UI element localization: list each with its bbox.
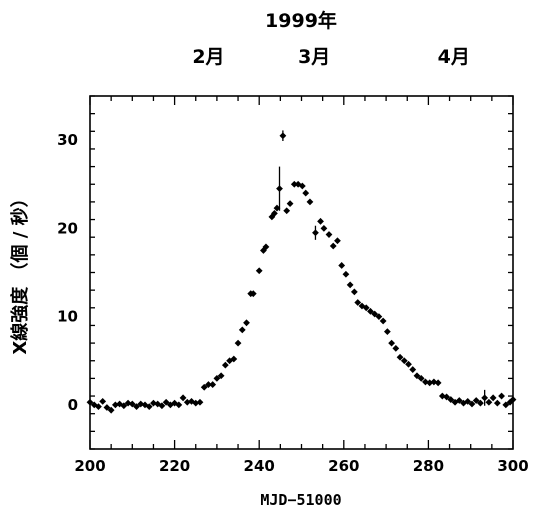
x-axis-label: MJD−51000 (260, 491, 341, 509)
x-tick-label: 240 (244, 457, 275, 475)
data-point (367, 307, 374, 315)
data-point (362, 304, 370, 312)
data-point (481, 394, 489, 402)
y-tick-label: 20 (57, 219, 78, 237)
x-tick-label: 260 (328, 457, 359, 475)
data-point (273, 204, 281, 212)
data-point (392, 345, 400, 352)
month-label: 4月 (438, 46, 470, 68)
data-point (472, 397, 480, 404)
data-point (200, 383, 208, 391)
data-point (243, 319, 250, 327)
data-point (213, 375, 221, 382)
data-point (325, 231, 333, 238)
x-tick-label: 300 (497, 457, 528, 475)
data-point (276, 185, 283, 193)
axis-ticks (89, 95, 514, 450)
data-point (179, 394, 187, 402)
data-point (502, 401, 510, 409)
data-point (209, 381, 217, 388)
data-point (413, 372, 421, 380)
y-tick-label: 30 (57, 131, 78, 149)
data-point (279, 132, 287, 140)
data-point (175, 401, 183, 409)
data-point (477, 399, 484, 407)
data-point (128, 400, 136, 408)
data-point (334, 237, 341, 245)
x-tick-label: 280 (413, 457, 444, 475)
data-point (447, 396, 455, 403)
data-point (196, 398, 204, 406)
data-point (103, 404, 111, 411)
y-tick-label: 0 (68, 396, 78, 414)
tick-labels: 200 220 240 260 280 300 0 10 20 30 (57, 131, 529, 475)
data-point (498, 392, 505, 400)
data-points (86, 130, 517, 414)
data-point (238, 326, 246, 334)
data-point (286, 200, 294, 208)
data-point (489, 394, 497, 402)
data-point (329, 242, 337, 250)
data-point (302, 189, 310, 197)
data-point (234, 339, 242, 347)
data-point (338, 262, 346, 269)
data-point (434, 379, 442, 387)
data-point (217, 372, 225, 380)
data-point (485, 398, 493, 406)
data-point (312, 229, 319, 237)
data-point (379, 317, 387, 325)
data-point (354, 299, 362, 306)
month-labels: 2月 3月 4月 (192, 46, 470, 68)
data-point (99, 397, 107, 405)
data-point (455, 397, 463, 404)
data-point (249, 290, 257, 298)
data-point (346, 281, 354, 289)
data-point (158, 402, 166, 410)
data-point (162, 398, 170, 406)
data-point (371, 310, 379, 318)
data-point (306, 198, 314, 206)
x-tick-label: 200 (74, 457, 105, 475)
x-tick-label: 220 (159, 457, 190, 475)
data-point (320, 224, 328, 232)
data-point (375, 313, 383, 321)
plot-frame (89, 95, 514, 450)
data-point (221, 361, 229, 369)
data-point (342, 270, 350, 278)
year-title: 1999年 (265, 9, 337, 32)
month-label: 3月 (298, 46, 330, 68)
data-point (468, 400, 476, 408)
y-axis-label: X線強度 （個 / 秒） (9, 189, 31, 354)
data-point (383, 328, 391, 336)
data-point (493, 399, 501, 407)
month-label: 2月 (192, 46, 224, 68)
data-point (271, 209, 278, 217)
data-point (255, 267, 263, 275)
data-point (350, 288, 358, 296)
data-point (443, 393, 450, 401)
data-point (230, 355, 238, 363)
y-tick-label: 10 (57, 308, 78, 326)
data-point (409, 366, 417, 373)
data-point (400, 357, 408, 365)
data-point (283, 207, 291, 215)
data-point (290, 180, 298, 188)
data-point (298, 182, 306, 190)
data-point (262, 243, 270, 251)
data-point (205, 381, 212, 388)
data-point (388, 339, 395, 347)
data-point (317, 217, 324, 225)
data-point (396, 353, 404, 361)
